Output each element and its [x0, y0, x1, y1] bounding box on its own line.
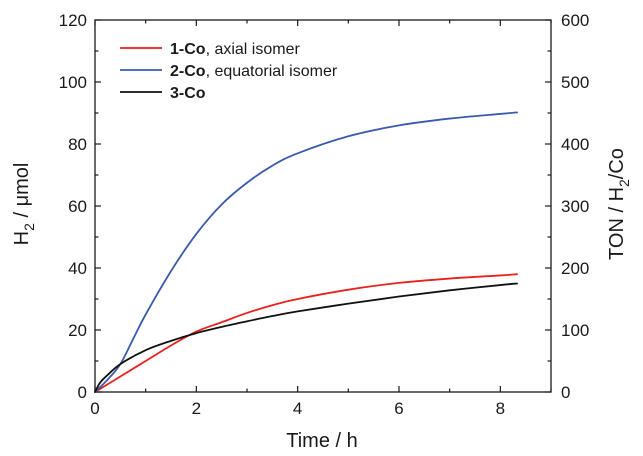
legend: 1-Co, axial isomer 2-Co, equatorial isome… [120, 41, 338, 102]
y2-tick-label: 600 [561, 11, 589, 30]
x-tick-label: 0 [90, 399, 99, 418]
legend-label-3co: 3-Co [170, 85, 206, 102]
y-tick-label: 100 [59, 73, 87, 92]
series-line-1co [94, 273, 518, 393]
series-line-3co [94, 282, 518, 393]
y2-axis-title: TON / H2/Co [606, 148, 632, 260]
y2-tick-label: 400 [561, 135, 589, 154]
legend-label-2co: 2-Co, equatorial isomer [170, 63, 338, 80]
y-tick-label: 0 [78, 383, 87, 402]
y-tick-label: 80 [68, 135, 87, 154]
y-tick-label: 120 [59, 11, 87, 30]
x-tick-label: 8 [496, 399, 505, 418]
y-axis-label: H2 / μmol [11, 163, 37, 246]
y2-tick-label: 300 [561, 197, 589, 216]
series [94, 111, 518, 393]
y-tick-label: 60 [68, 197, 87, 216]
x-tick-label: 6 [394, 399, 403, 418]
y2-tick-label: 100 [561, 321, 589, 340]
y2-axis-label: TON / H2/Co [606, 148, 632, 260]
x-axis-title: Time / h [286, 430, 358, 452]
y2-tick-label: 0 [561, 383, 570, 402]
y2-tick-label: 200 [561, 259, 589, 278]
y-axis-title: H2 / μmol [11, 163, 37, 246]
y-tick-label: 40 [68, 259, 87, 278]
x-tick-label: 4 [293, 399, 302, 418]
x-tick-label: 2 [192, 399, 201, 418]
legend-label-1co: 1-Co, axial isomer [170, 41, 300, 58]
series-line-2co [94, 111, 518, 393]
y-tick-label: 20 [68, 321, 87, 340]
x-axis-label: Time / h [286, 430, 358, 452]
y2-tick-label: 500 [561, 73, 589, 92]
